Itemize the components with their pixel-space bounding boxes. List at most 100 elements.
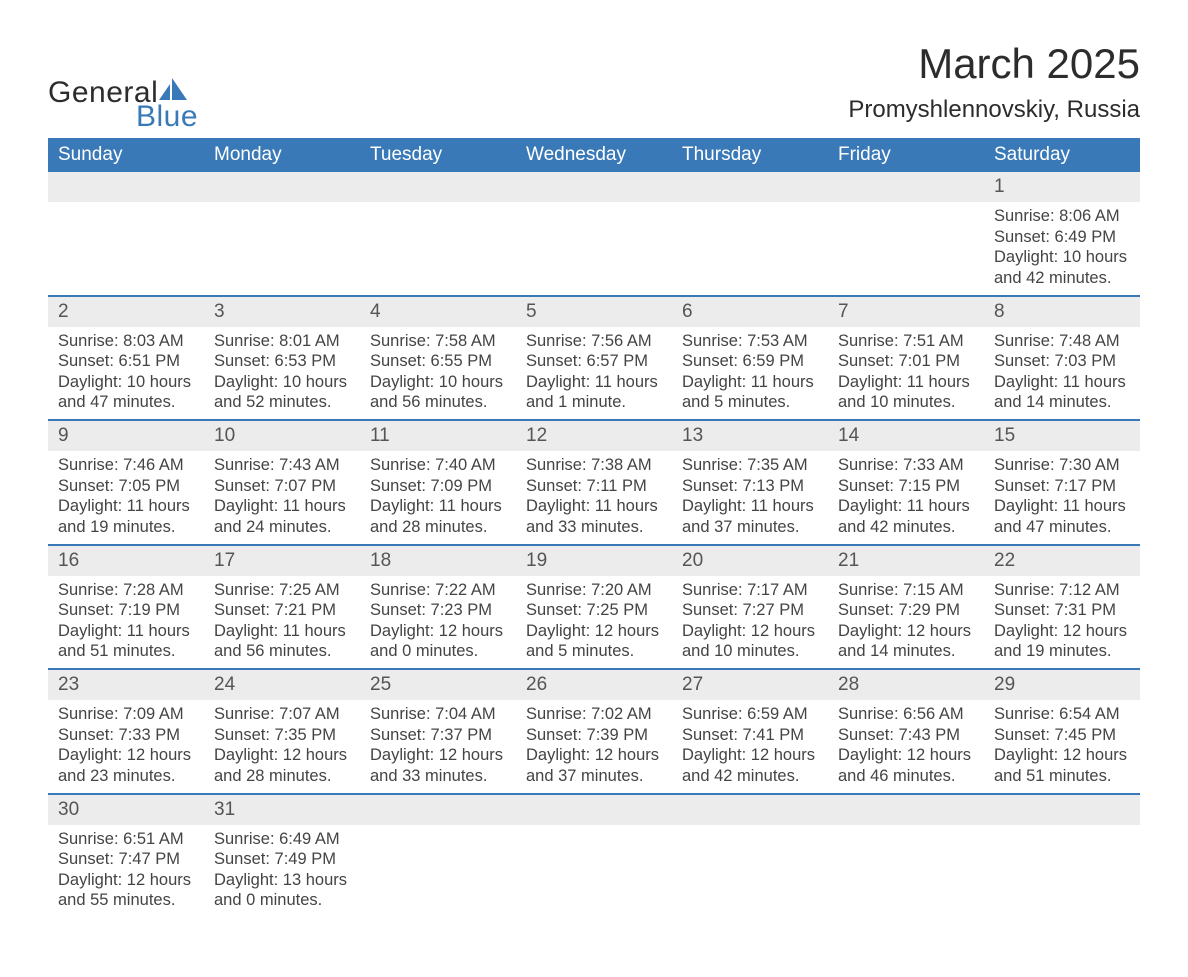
day-dl1: Daylight: 12 hours xyxy=(838,745,974,766)
day-cell-data: Sunrise: 7:20 AMSunset: 7:25 PMDaylight:… xyxy=(516,576,672,670)
day-number: 22 xyxy=(984,546,1140,576)
day-sunrise: Sunrise: 8:03 AM xyxy=(58,331,194,352)
day-sunrise: Sunrise: 7:48 AM xyxy=(994,331,1130,352)
brand-text-blue: Blue xyxy=(136,102,198,132)
day-data: Sunrise: 7:20 AMSunset: 7:25 PMDaylight:… xyxy=(516,576,672,669)
day-sunrise: Sunrise: 7:22 AM xyxy=(370,580,506,601)
day-cell-number: 29 xyxy=(984,669,1140,700)
day-sunset: Sunset: 7:01 PM xyxy=(838,351,974,372)
day-sunrise: Sunrise: 7:28 AM xyxy=(58,580,194,601)
day-data xyxy=(828,202,984,222)
day-dl1: Daylight: 12 hours xyxy=(58,870,194,891)
day-data: Sunrise: 7:33 AMSunset: 7:15 PMDaylight:… xyxy=(828,451,984,544)
day-number: 14 xyxy=(828,421,984,451)
day-sunrise: Sunrise: 7:43 AM xyxy=(214,455,350,476)
day-number xyxy=(516,795,672,823)
day-cell-data: Sunrise: 7:58 AMSunset: 6:55 PMDaylight:… xyxy=(360,327,516,421)
day-cell-data xyxy=(828,825,984,918)
day-cell-data: Sunrise: 7:35 AMSunset: 7:13 PMDaylight:… xyxy=(672,451,828,545)
day-dl2: and 14 minutes. xyxy=(838,641,974,662)
day-cell-data: Sunrise: 7:40 AMSunset: 7:09 PMDaylight:… xyxy=(360,451,516,545)
day-dl2: and 46 minutes. xyxy=(838,766,974,787)
day-cell-number xyxy=(672,794,828,825)
day-dl1: Daylight: 11 hours xyxy=(58,496,194,517)
day-cell-number: 18 xyxy=(360,545,516,576)
day-cell-number: 22 xyxy=(984,545,1140,576)
day-cell-data: Sunrise: 7:33 AMSunset: 7:15 PMDaylight:… xyxy=(828,451,984,545)
week-daynum-row: 3031 xyxy=(48,794,1140,825)
day-dl1: Daylight: 11 hours xyxy=(994,496,1130,517)
day-data: Sunrise: 7:22 AMSunset: 7:23 PMDaylight:… xyxy=(360,576,516,669)
day-cell-data: Sunrise: 7:48 AMSunset: 7:03 PMDaylight:… xyxy=(984,327,1140,421)
day-sunrise: Sunrise: 7:02 AM xyxy=(526,704,662,725)
day-cell-number: 2 xyxy=(48,296,204,327)
day-sunrise: Sunrise: 7:25 AM xyxy=(214,580,350,601)
day-dl2: and 19 minutes. xyxy=(58,517,194,538)
day-cell-data: Sunrise: 7:04 AMSunset: 7:37 PMDaylight:… xyxy=(360,700,516,794)
day-dl2: and 37 minutes. xyxy=(526,766,662,787)
day-cell-number: 27 xyxy=(672,669,828,700)
day-data: Sunrise: 8:06 AMSunset: 6:49 PMDaylight:… xyxy=(984,202,1140,295)
day-sunrise: Sunrise: 7:20 AM xyxy=(526,580,662,601)
day-dl1: Daylight: 11 hours xyxy=(838,372,974,393)
day-dl2: and 28 minutes. xyxy=(214,766,350,787)
day-data xyxy=(360,825,516,845)
day-number xyxy=(204,172,360,200)
day-header: Tuesday xyxy=(360,138,516,172)
day-data: Sunrise: 7:43 AMSunset: 7:07 PMDaylight:… xyxy=(204,451,360,544)
day-data: Sunrise: 7:46 AMSunset: 7:05 PMDaylight:… xyxy=(48,451,204,544)
day-dl2: and 5 minutes. xyxy=(682,392,818,413)
day-cell-data: Sunrise: 7:38 AMSunset: 7:11 PMDaylight:… xyxy=(516,451,672,545)
day-cell-data: Sunrise: 7:56 AMSunset: 6:57 PMDaylight:… xyxy=(516,327,672,421)
day-data: Sunrise: 7:28 AMSunset: 7:19 PMDaylight:… xyxy=(48,576,204,669)
day-dl2: and 37 minutes. xyxy=(682,517,818,538)
day-number: 6 xyxy=(672,297,828,327)
day-dl2: and 52 minutes. xyxy=(214,392,350,413)
day-header: Wednesday xyxy=(516,138,672,172)
day-dl1: Daylight: 12 hours xyxy=(682,621,818,642)
day-dl2: and 10 minutes. xyxy=(838,392,974,413)
day-cell-data: Sunrise: 8:01 AMSunset: 6:53 PMDaylight:… xyxy=(204,327,360,421)
day-dl1: Daylight: 12 hours xyxy=(994,621,1130,642)
day-sunset: Sunset: 7:33 PM xyxy=(58,725,194,746)
day-header: Thursday xyxy=(672,138,828,172)
day-cell-data: Sunrise: 7:07 AMSunset: 7:35 PMDaylight:… xyxy=(204,700,360,794)
day-data: Sunrise: 7:04 AMSunset: 7:37 PMDaylight:… xyxy=(360,700,516,793)
day-sunset: Sunset: 7:29 PM xyxy=(838,600,974,621)
week-daynum-row: 2345678 xyxy=(48,296,1140,327)
day-cell-number: 26 xyxy=(516,669,672,700)
day-dl2: and 55 minutes. xyxy=(58,890,194,911)
day-sunset: Sunset: 7:19 PM xyxy=(58,600,194,621)
day-sunset: Sunset: 7:13 PM xyxy=(682,476,818,497)
day-data: Sunrise: 7:51 AMSunset: 7:01 PMDaylight:… xyxy=(828,327,984,420)
day-dl1: Daylight: 12 hours xyxy=(214,745,350,766)
day-sunrise: Sunrise: 6:51 AM xyxy=(58,829,194,850)
day-cell-number xyxy=(48,172,204,202)
day-dl1: Daylight: 12 hours xyxy=(994,745,1130,766)
day-data xyxy=(984,825,1140,845)
day-data: Sunrise: 7:17 AMSunset: 7:27 PMDaylight:… xyxy=(672,576,828,669)
day-sunrise: Sunrise: 7:53 AM xyxy=(682,331,818,352)
day-dl1: Daylight: 11 hours xyxy=(526,496,662,517)
day-sunset: Sunset: 7:27 PM xyxy=(682,600,818,621)
day-header: Sunday xyxy=(48,138,204,172)
week-daydata-row: Sunrise: 7:09 AMSunset: 7:33 PMDaylight:… xyxy=(48,700,1140,794)
day-dl1: Daylight: 10 hours xyxy=(58,372,194,393)
day-sunset: Sunset: 7:21 PM xyxy=(214,600,350,621)
day-cell-number xyxy=(360,794,516,825)
day-number xyxy=(828,795,984,823)
day-cell-number: 5 xyxy=(516,296,672,327)
day-cell-data xyxy=(672,825,828,918)
day-cell-data: Sunrise: 6:54 AMSunset: 7:45 PMDaylight:… xyxy=(984,700,1140,794)
day-number: 16 xyxy=(48,546,204,576)
day-dl2: and 14 minutes. xyxy=(994,392,1130,413)
day-cell-number: 10 xyxy=(204,420,360,451)
day-sunset: Sunset: 6:55 PM xyxy=(370,351,506,372)
day-dl1: Daylight: 11 hours xyxy=(526,372,662,393)
day-data xyxy=(672,825,828,845)
day-number: 30 xyxy=(48,795,204,825)
day-number: 7 xyxy=(828,297,984,327)
day-cell-number xyxy=(516,794,672,825)
day-cell-data: Sunrise: 7:17 AMSunset: 7:27 PMDaylight:… xyxy=(672,576,828,670)
day-data: Sunrise: 7:15 AMSunset: 7:29 PMDaylight:… xyxy=(828,576,984,669)
